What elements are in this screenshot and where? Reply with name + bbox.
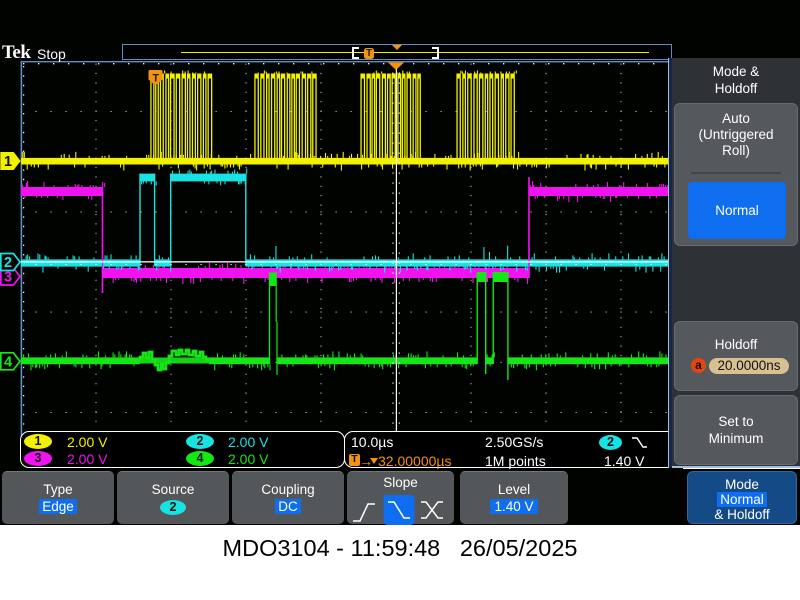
svg-text:4: 4 [4, 354, 12, 370]
svg-text:1: 1 [4, 154, 12, 170]
svg-text:3: 3 [4, 270, 12, 286]
svg-text:T: T [152, 73, 159, 85]
svg-text:2: 2 [4, 255, 12, 271]
